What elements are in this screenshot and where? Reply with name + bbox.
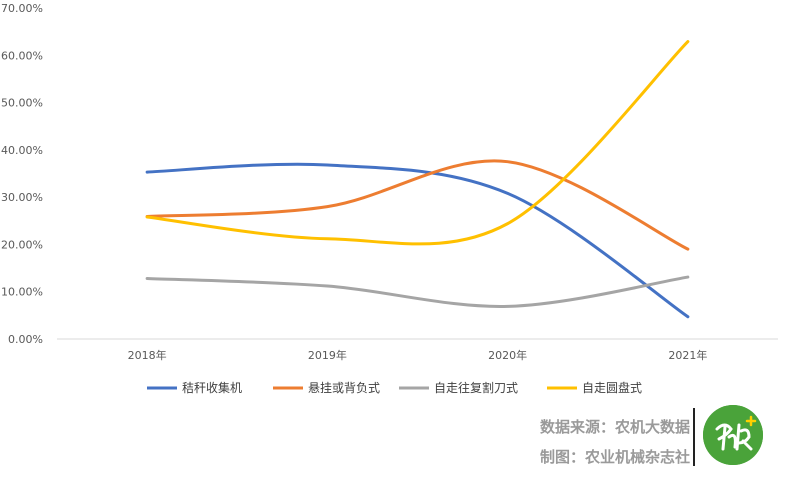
y-tick-label: 60.00% — [1, 49, 43, 62]
x-tick-label: 2018年 — [128, 348, 167, 362]
chart-maker-text: 制图：农业机械杂志社 — [539, 448, 690, 466]
y-tick-label: 0.00% — [8, 333, 43, 346]
legend-label: 自走往复割刀式 — [434, 380, 518, 395]
line-chart: 0.00% 10.00% 20.00% 30.00% 40.00% 50.00% 60.00… — [1, 2, 778, 395]
legend-label: 秸秆收集机 — [182, 380, 242, 395]
x-tick-label: 2020年 — [488, 348, 527, 362]
x-axis-ticks: 2018年 2019年 2020年 2021年 — [128, 348, 708, 362]
y-tick-label: 70.00% — [1, 2, 43, 15]
y-tick-label: 30.00% — [1, 191, 43, 204]
y-tick-label: 50.00% — [1, 97, 43, 110]
legend: 秸秆收集机 悬挂或背负式 自走往复割刀式 自走圆盘式 — [147, 380, 642, 395]
y-tick-label: 10.00% — [1, 286, 43, 299]
series-line-2 — [145, 159, 690, 251]
y-tick-label: 20.00% — [1, 238, 43, 251]
y-tick-label: 40.00% — [1, 144, 43, 157]
data-source-text: 数据来源：农机大数据 — [539, 418, 690, 436]
series-line-1 — [145, 162, 690, 319]
logo-icon — [703, 405, 763, 465]
x-tick-label: 2019年 — [308, 348, 347, 362]
x-tick-label: 2021年 — [668, 348, 707, 362]
footer-text: 数据来源：农机大数据 制图：农业机械杂志社 — [500, 412, 690, 472]
legend-label: 悬挂或背负式 — [308, 381, 380, 395]
series-line-4 — [145, 40, 690, 246]
footer-divider — [693, 408, 695, 466]
legend-label: 自走圆盘式 — [582, 380, 642, 395]
series-line-3 — [145, 275, 690, 308]
y-axis-ticks: 0.00% 10.00% 20.00% 30.00% 40.00% 50.00% 60.00… — [1, 2, 43, 346]
series-lines — [145, 40, 690, 319]
nongji-logo — [703, 405, 763, 465]
